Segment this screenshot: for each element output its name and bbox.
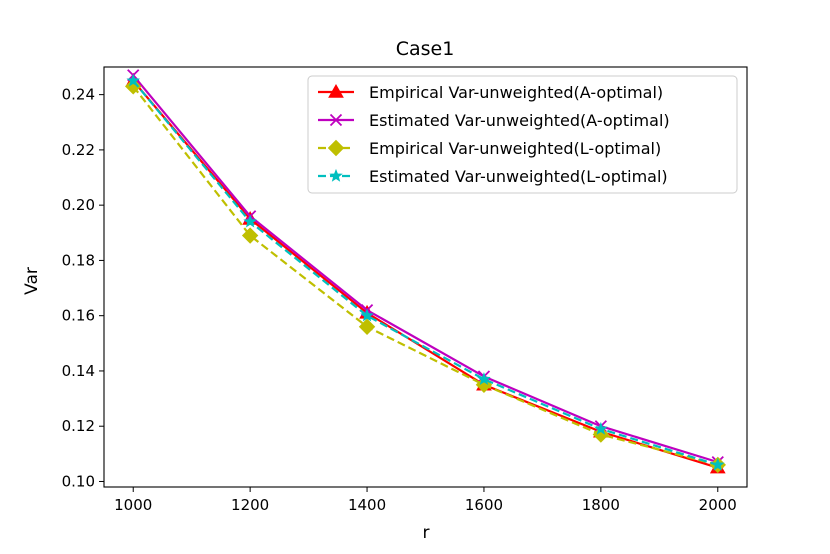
- y-tick-label: 0.22: [62, 141, 95, 159]
- legend-box: [307, 75, 738, 194]
- y-axis-label: Var: [22, 267, 42, 295]
- legend-entry: Empirical Var-unweighted(A-optimal): [318, 83, 663, 102]
- data-point: [711, 457, 725, 471]
- legend-marker: [329, 168, 343, 182]
- chart-title: Case1: [396, 38, 455, 60]
- series-line: [132, 80, 719, 469]
- legend-entry: Empirical Var-unweighted(L-optimal): [318, 139, 661, 158]
- legend-label: Estimated Var-unweighted(A-optimal): [369, 111, 670, 130]
- y-tick-label: 0.24: [62, 86, 95, 104]
- series-line: [132, 80, 719, 466]
- legend-label: Estimated Var-unweighted(L-optimal): [369, 167, 668, 186]
- series-line: [132, 85, 719, 466]
- plot-frame: [103, 66, 748, 488]
- data-point: [358, 318, 376, 335]
- x-tick-label: 1400: [348, 496, 386, 514]
- data-point: [594, 421, 608, 435]
- series-4: [126, 73, 725, 471]
- data-point: [592, 426, 610, 443]
- y-tick-label: 0.12: [62, 417, 95, 435]
- legend-marker: [328, 83, 344, 98]
- y-tick-label: 0.18: [62, 251, 95, 269]
- data-point: [125, 78, 142, 95]
- y-tick-label: 0.20: [62, 196, 95, 214]
- x-tick-label: 1200: [231, 496, 269, 514]
- x-tick-label: 1800: [582, 496, 620, 514]
- legend-label: Empirical Var-unweighted(L-optimal): [369, 139, 661, 158]
- x-tick-label: 1600: [465, 496, 503, 514]
- data-point: [243, 214, 257, 228]
- series-3: [125, 78, 726, 474]
- y-tick-label: 0.10: [62, 472, 95, 490]
- legend-label: Empirical Var-unweighted(A-optimal): [369, 83, 663, 102]
- legend: Empirical Var-unweighted(A-optimal) Estim…: [307, 75, 738, 194]
- legend-marker: [327, 139, 345, 157]
- x-axis-label: r: [423, 523, 430, 543]
- data-point: [126, 73, 140, 87]
- y-tick-label: 0.16: [62, 307, 95, 325]
- axes: 1000 1200 1400 1600 1800 2000 0.10 0.12 0.14 0.16…: [62, 66, 748, 514]
- legend-entry: Estimated Var-unweighted(L-optimal): [318, 167, 668, 186]
- x-tick-label: 1000: [114, 496, 152, 514]
- legend-marker: [329, 113, 343, 127]
- data-point: [360, 308, 374, 322]
- legend-entry: Estimated Var-unweighted(A-optimal): [318, 111, 670, 130]
- data-point: [241, 227, 259, 244]
- series-line: [132, 74, 719, 464]
- plot-area: [125, 69, 726, 474]
- x-tick-label: 2000: [699, 496, 737, 514]
- data-point: [477, 372, 491, 385]
- y-tick-label: 0.14: [62, 362, 95, 380]
